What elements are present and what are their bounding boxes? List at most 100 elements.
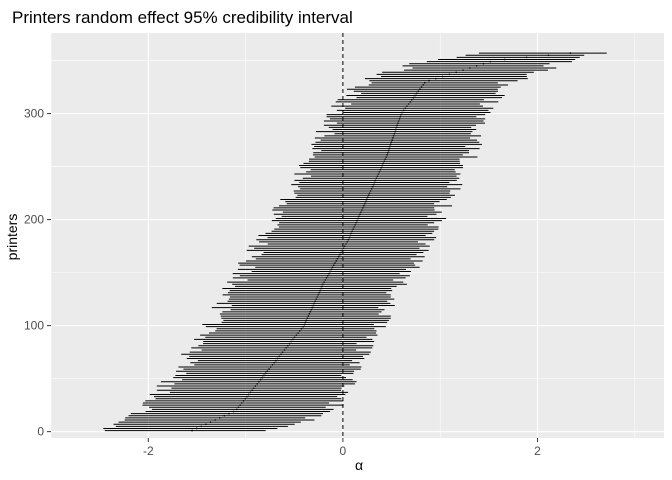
interval-point xyxy=(448,73,451,76)
interval-point xyxy=(414,94,416,97)
interval-point xyxy=(328,272,330,275)
x-tick-label: 0 xyxy=(340,444,347,458)
interval-point xyxy=(336,257,339,260)
interval-point xyxy=(349,234,352,237)
interval-point xyxy=(398,117,401,120)
interval-point xyxy=(386,154,388,156)
y-axis-title: printers xyxy=(4,214,20,261)
interval-point xyxy=(303,323,306,326)
interval-point xyxy=(393,132,396,135)
interval-point xyxy=(244,397,247,400)
interval-point xyxy=(396,124,399,127)
interval-point xyxy=(305,319,308,322)
interval-point xyxy=(364,200,367,203)
interval-point xyxy=(379,168,382,171)
interval-point xyxy=(348,236,351,239)
interval-point xyxy=(370,187,373,190)
interval-point xyxy=(569,52,572,55)
interval-point xyxy=(428,79,430,82)
interval-point xyxy=(489,60,492,63)
interval-point xyxy=(228,412,230,415)
interval-point xyxy=(343,245,346,248)
interval-point xyxy=(384,158,387,161)
interval-point xyxy=(410,98,413,101)
interval-point xyxy=(209,421,212,423)
y-tick-label: 300 xyxy=(24,107,44,121)
interval-point xyxy=(415,92,418,95)
interval-point xyxy=(372,183,375,186)
interval-point xyxy=(315,298,318,301)
interval-point xyxy=(298,330,301,332)
interval-point xyxy=(302,325,305,328)
interval-point xyxy=(412,96,415,99)
interval-point xyxy=(232,410,235,413)
interval-point xyxy=(378,170,381,173)
interval-point xyxy=(434,77,437,80)
interval-point xyxy=(441,75,444,78)
interval-point xyxy=(313,302,316,305)
interval-point xyxy=(285,346,288,349)
interval-point xyxy=(314,300,317,303)
interval-point xyxy=(375,177,378,180)
interval-point xyxy=(397,120,400,122)
interval-point xyxy=(237,406,240,409)
interval-point xyxy=(256,383,259,385)
interval-point xyxy=(350,232,353,235)
interval-point xyxy=(342,247,345,250)
interval-point xyxy=(307,315,310,317)
interval-point xyxy=(261,376,264,379)
grid-minor xyxy=(50,33,664,438)
interval-point xyxy=(239,404,242,407)
interval-point xyxy=(475,64,478,67)
interval-point xyxy=(249,391,252,394)
interval-point xyxy=(268,368,270,370)
interval-point xyxy=(468,67,471,69)
interval-point xyxy=(309,310,312,313)
interval-point xyxy=(377,173,380,175)
interval-point xyxy=(352,228,355,231)
interval-point xyxy=(361,207,364,209)
interval-point xyxy=(264,372,267,375)
y-tick-label: 0 xyxy=(37,425,44,439)
interval-point xyxy=(330,268,333,271)
interval-point xyxy=(338,253,341,256)
interval-point xyxy=(358,215,360,218)
interval-point xyxy=(525,56,528,59)
interval-point xyxy=(381,164,384,167)
interval-point xyxy=(191,429,193,432)
interval-point xyxy=(205,423,207,426)
interval-point xyxy=(323,281,325,284)
interval-point xyxy=(346,240,349,243)
interval-point xyxy=(422,84,425,86)
interval-point xyxy=(283,349,286,351)
interval-point xyxy=(273,361,276,364)
interval-point xyxy=(218,416,221,419)
interval-point xyxy=(356,219,358,222)
interval-point xyxy=(254,385,257,387)
interval-point xyxy=(355,221,357,224)
interval-point xyxy=(351,230,354,233)
interval-point xyxy=(214,419,217,421)
interval-point xyxy=(354,223,356,226)
interval-point xyxy=(366,196,369,199)
interval-point xyxy=(388,147,391,150)
interval-point xyxy=(373,181,376,184)
interval-point xyxy=(394,128,397,131)
interval-point xyxy=(404,107,407,110)
interval-point xyxy=(223,414,226,417)
interval-point xyxy=(247,393,250,396)
interval-point xyxy=(362,204,365,207)
interval-point xyxy=(367,194,370,197)
interval-point xyxy=(409,101,412,103)
interval-point xyxy=(345,243,347,245)
y-tick-label: 100 xyxy=(24,319,44,333)
interval-point xyxy=(252,387,255,390)
interval-point xyxy=(251,389,253,392)
interval-point xyxy=(394,130,396,133)
interval-point xyxy=(347,238,350,241)
interval-point xyxy=(382,162,385,165)
interval-point xyxy=(397,122,399,125)
interval-point xyxy=(353,226,355,228)
interval-point xyxy=(391,139,394,141)
